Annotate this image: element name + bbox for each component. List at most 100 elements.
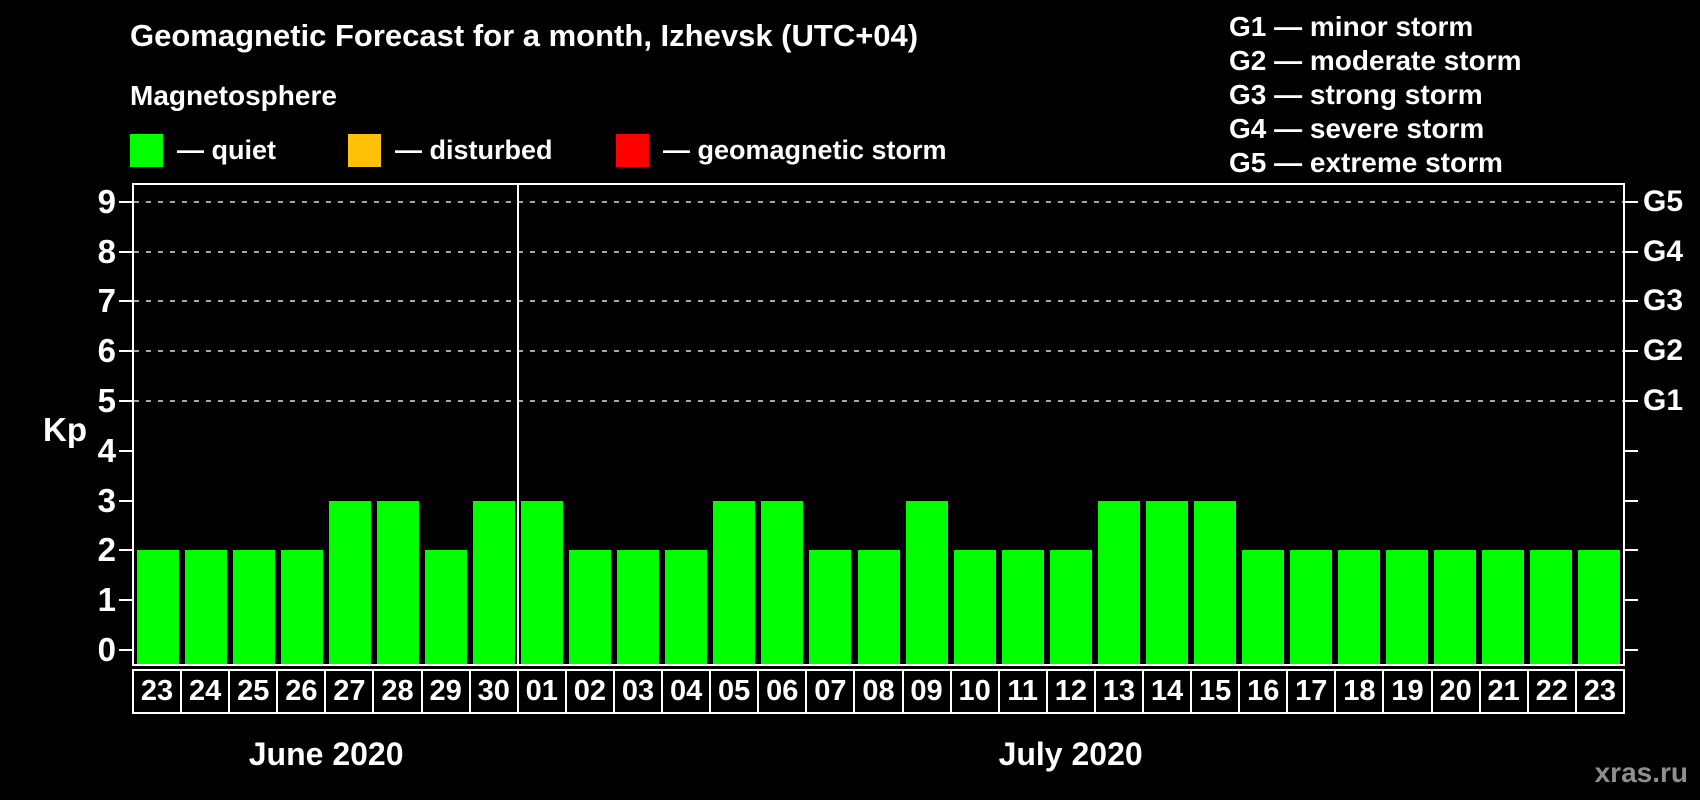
date-cell-01: 01 [516,671,565,712]
legend-label-storm: — geomagnetic storm [663,135,947,165]
x-axis-date-row: 23 24 25 26 27 28 29 30 01 02 03 04 05 06 07 08 09 10 11 12… [132,669,1625,714]
legend-label-disturbed: — disturbed [395,135,553,165]
y-tick-left-1 [119,599,132,602]
kp-bar-day-14 [1145,501,1188,664]
date-cell-08: 08 [853,671,901,712]
y-tick-left-8 [119,250,132,253]
watermark: xras.ru [1594,757,1688,788]
y-tick-label-3: 3 [97,481,116,519]
y-tick-right-2 [1625,549,1638,552]
date-cell-14: 14 [1141,671,1190,712]
y-tick-right-8 [1625,250,1638,253]
kp-bar-day-10 [953,550,996,664]
y-tick-right-5 [1625,400,1638,402]
date-cell-10: 10 [949,671,998,712]
y-tick-left-5 [119,400,132,402]
y-tick-label-2: 2 [97,531,116,569]
kp-bar-day-06 [761,501,804,664]
storm-scale-g4: G4 — severe storm [1229,113,1485,144]
date-cell-16: 16 [1238,671,1286,712]
date-cell-28: 28 [372,671,420,712]
quiet-color-swatch [130,134,163,167]
y-tick-right-1 [1625,599,1638,602]
disturbed-color-swatch [348,134,381,167]
kp-bar-day-28 [377,501,420,664]
y-tick-left-9 [119,200,132,203]
y-axis-title: Kp [43,411,87,448]
y-tick-right-3 [1625,499,1638,502]
storm-scale-g1: G1 — minor storm [1229,11,1474,42]
y-tick-label-8: 8 [97,232,116,270]
gridline-kp7 [134,300,1623,303]
storm-scale-g5: G5 — extreme storm [1229,147,1503,178]
kp-bar-day-16 [1241,550,1284,664]
date-cell-26: 26 [276,671,324,712]
right-axis-label-g3: G3 [1643,284,1684,318]
legend-item-disturbed: — disturbed [348,134,553,167]
storm-color-swatch [616,134,649,167]
kp-bar-day-05 [713,501,756,664]
magnetosphere-label: Magnetosphere [130,80,337,111]
right-axis-label-g4: G4 [1643,234,1684,268]
page-title: Geomagnetic Forecast for a month, Izhevs… [130,18,919,53]
y-tick-label-0: 0 [97,631,116,668]
storm-scale-g3: G3 — strong storm [1229,79,1483,110]
y-tick-left-0 [119,649,132,651]
storm-scale-legend: G1 — minor storm G2 — moderate storm G3 … [1229,10,1522,180]
y-tick-left-6 [119,350,132,353]
y-tick-label-4: 4 [97,431,116,469]
date-cell-18: 18 [1334,671,1382,712]
y-tick-label-5: 5 [97,382,116,419]
kp-bar-day-02 [569,550,612,664]
date-cell-09: 09 [901,671,950,712]
kp-bar-day-22 [1529,550,1572,664]
date-cell-20: 20 [1430,671,1479,712]
kp-bar-day-08 [857,550,900,664]
date-cell-30: 30 [468,671,517,712]
kp-bar-day-15 [1193,501,1236,664]
y-tick-right-0 [1625,649,1638,651]
right-axis-label-g5: G5 [1643,184,1684,218]
date-cell-04: 04 [661,671,709,712]
kp-bar-day-03 [617,550,660,664]
y-tick-label-1: 1 [97,581,116,619]
date-cell-12: 12 [1045,671,1094,712]
date-cell-29: 29 [420,671,469,712]
month-label-june: June 2020 [248,736,404,772]
legend-item-geomagnetic-storm: — geomagnetic storm [616,134,947,167]
kp-bar-day-20 [1433,550,1476,664]
y-tick-left-3 [119,499,132,502]
kp-bar-day-17 [1289,550,1332,664]
date-cell-22: 22 [1526,671,1575,712]
kp-bar-day-12 [1049,550,1092,664]
date-cell-27: 27 [324,671,372,712]
y-tick-right-6 [1625,350,1638,353]
y-tick-label-7: 7 [97,282,116,320]
date-cell-07: 07 [805,671,853,712]
legend-item-quiet: — quiet [130,134,276,167]
kp-bar-day-30 [473,501,516,664]
kp-bar-day-23 [137,550,180,664]
date-cell-05: 05 [709,671,757,712]
kp-bar-day-27 [329,501,372,664]
y-tick-left-4 [119,449,132,452]
date-cell-21: 21 [1478,671,1527,712]
kp-bar-day-23 [1577,550,1620,664]
right-axis-label-g1: G1 [1643,384,1684,417]
y-tick-label-9: 9 [97,182,116,220]
kp-bar-day-01 [521,501,564,664]
date-cell-23: 23 [140,675,174,707]
date-cell-02: 02 [564,671,613,712]
y-tick-right-9 [1625,200,1638,203]
right-axis-label-g2: G2 [1643,334,1684,368]
gridline-kp5 [134,400,1623,402]
y-tick-label-6: 6 [97,332,116,370]
y-tick-right-4 [1625,449,1638,452]
date-cell-03: 03 [612,671,661,712]
kp-bar-day-13 [1097,501,1140,664]
date-cell-17: 17 [1286,671,1334,712]
kp-bar-day-24 [185,550,228,664]
kp-bar-day-19 [1385,550,1428,664]
date-cell-13: 13 [1093,671,1142,712]
